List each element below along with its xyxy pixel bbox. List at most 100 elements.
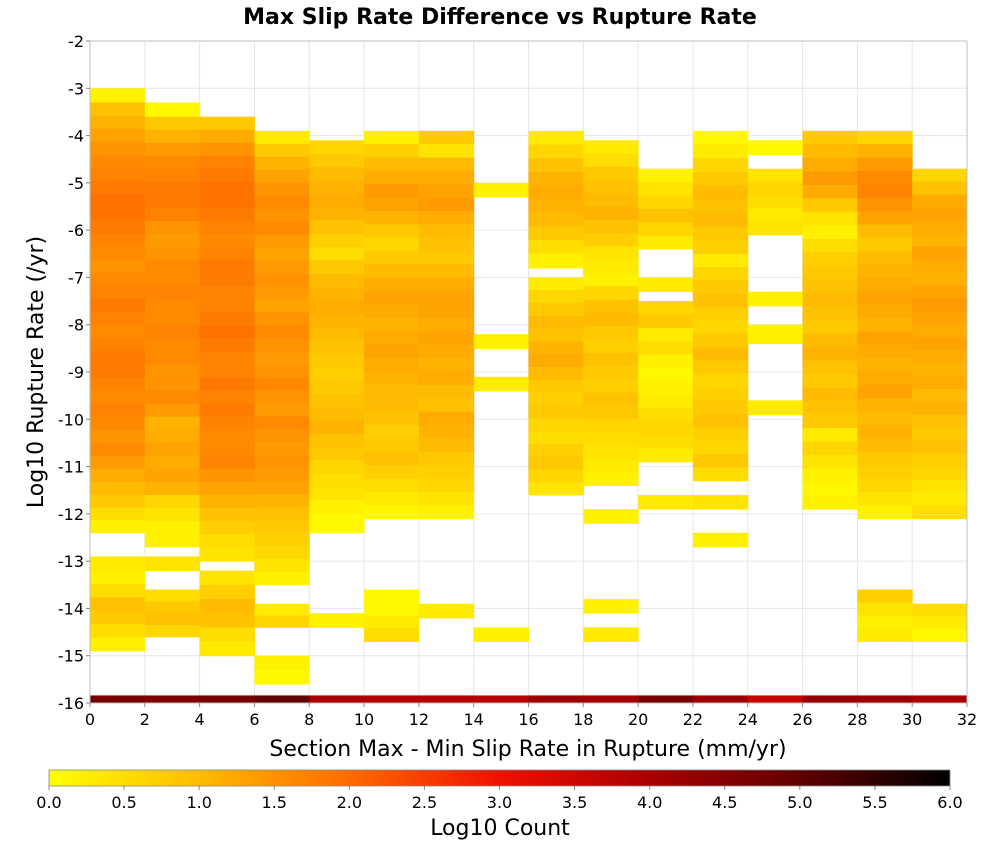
heatmap-cell (144, 260, 201, 274)
heatmap-cell (254, 655, 310, 671)
heatmap-cell (309, 313, 365, 328)
heatmap-cell (309, 407, 365, 421)
heatmap-cell (912, 479, 968, 494)
heatmap-cell (528, 277, 584, 291)
heatmap-cell (473, 376, 529, 392)
heatmap-cell (638, 408, 694, 423)
heatmap-cell (802, 319, 858, 334)
heatmap-cell (912, 628, 968, 643)
heatmap-cell (802, 292, 858, 307)
heatmap-cell (144, 589, 201, 602)
heatmap-cell (418, 304, 475, 319)
heatmap-cell (254, 603, 310, 617)
heatmap-cell (364, 589, 420, 604)
heatmap-cell (692, 144, 749, 159)
heatmap-cell (583, 246, 639, 261)
heatmap-cell (144, 168, 201, 183)
heatmap-cell (747, 695, 804, 703)
heatmap-cell (199, 364, 255, 378)
heatmap-cell (857, 615, 913, 630)
y-tick-label: -9 (68, 363, 84, 382)
heatmap-cell (90, 556, 146, 572)
heatmap-cell (418, 465, 475, 479)
heatmap-cell (90, 128, 146, 143)
colorbar-tick-label: 1.0 (186, 793, 211, 812)
heatmap-cell (199, 390, 255, 405)
heatmap-cell (309, 247, 365, 261)
heatmap-cell (857, 237, 913, 252)
heatmap-cell (90, 637, 146, 652)
heatmap-cell (364, 438, 420, 453)
heatmap-cell (199, 273, 255, 287)
heatmap-cell (583, 140, 639, 155)
heatmap-cell (418, 170, 475, 185)
heatmap-cell (90, 390, 146, 404)
heatmap-cell (692, 226, 749, 241)
heatmap-cell (90, 259, 146, 274)
heatmap-cell (90, 455, 146, 470)
heatmap-cell (857, 197, 913, 212)
heatmap-cell (857, 478, 913, 493)
heatmap-cell (638, 208, 694, 223)
heatmap-cell (692, 414, 749, 428)
x-tick-label: 20 (628, 710, 648, 729)
heatmap-cell (364, 277, 420, 292)
heatmap-cell (144, 520, 201, 535)
heatmap-cell (199, 142, 255, 157)
heatmap-cell (199, 481, 255, 496)
heatmap-cell (418, 384, 475, 399)
heatmap-cell (802, 360, 858, 375)
heatmap-cell (583, 445, 639, 460)
y-tick-label: -6 (68, 221, 84, 240)
heatmap-cell (638, 341, 694, 356)
heatmap-cell (309, 207, 365, 221)
heatmap-cell (199, 325, 255, 339)
heatmap-cell (309, 166, 365, 181)
heatmap-cell (692, 454, 749, 468)
heatmap-cell (364, 344, 420, 359)
heatmap-cell (747, 168, 804, 183)
colorbar-tick-label: 6.0 (937, 793, 962, 812)
heatmap-cell (144, 129, 201, 144)
heatmap-cell (144, 273, 201, 287)
heatmap-cell (692, 347, 749, 362)
heatmap-cell (912, 492, 968, 507)
heatmap-cell (583, 509, 639, 524)
heatmap-cell (309, 180, 365, 195)
heatmap-cell (912, 259, 968, 273)
heatmap-cell (692, 199, 749, 214)
heatmap-cell (199, 181, 255, 196)
heatmap-cell (364, 211, 420, 225)
heatmap-cell (747, 208, 804, 223)
heatmap-cell (692, 212, 749, 227)
heatmap-cell (638, 235, 694, 250)
heatmap-cell (418, 277, 475, 292)
heatmap-cell (254, 468, 310, 482)
heatmap-cell (857, 318, 913, 332)
heatmap-cell (583, 392, 639, 407)
heatmap-cell (254, 545, 310, 560)
heatmap-cell (692, 427, 749, 442)
heatmap-cell (473, 182, 529, 198)
heatmap-cell (857, 184, 913, 199)
heatmap-cell (583, 153, 639, 168)
heatmap-cell (254, 169, 310, 184)
heatmap-cell (90, 364, 146, 378)
heatmap-cell (857, 358, 913, 373)
heatmap-cell (418, 237, 475, 252)
colorbar-tick-label: 3.5 (562, 793, 587, 812)
heatmap-cell (692, 400, 749, 415)
heatmap-cell (857, 304, 913, 319)
heatmap-cell (254, 481, 310, 495)
y-tick-label: -7 (68, 268, 84, 287)
heatmap-cell (692, 280, 749, 295)
heatmap-cell (912, 324, 968, 338)
heatmap-cell (254, 260, 310, 275)
heatmap-cell (912, 616, 968, 630)
heatmap-cell (364, 615, 420, 630)
heatmap-cell (528, 392, 584, 406)
heatmap-cell (364, 491, 420, 506)
colorbar-tick-label: 4.5 (712, 793, 737, 812)
colorbar-tick-label: 2.5 (412, 793, 437, 812)
heatmap-cell (418, 197, 475, 212)
